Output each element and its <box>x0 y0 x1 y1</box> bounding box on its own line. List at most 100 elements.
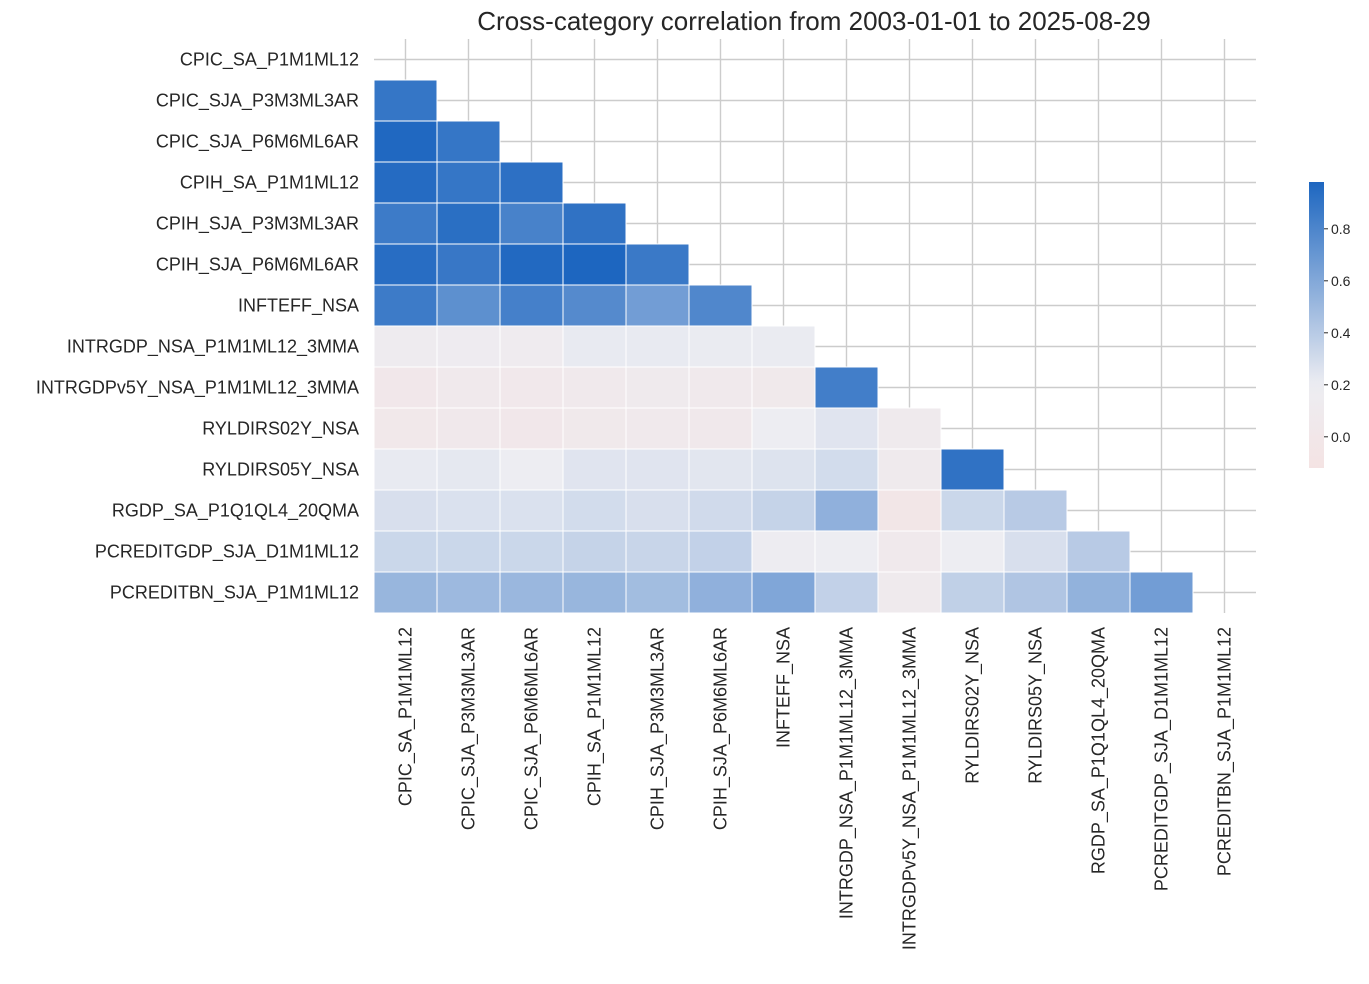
heatmap-cell <box>1003 489 1068 532</box>
heatmap-cell <box>1003 530 1068 573</box>
heatmap-cell <box>688 407 753 450</box>
heatmap-cell <box>373 448 438 491</box>
heatmap-cell <box>499 243 564 286</box>
heatmap-cell <box>373 284 438 327</box>
heatmap-cell <box>940 448 1005 491</box>
heatmap-cell <box>562 325 627 368</box>
heatmap-cell <box>877 530 942 573</box>
heatmap-cell <box>688 325 753 368</box>
heatmap-cell <box>373 161 438 204</box>
heatmap-cell <box>751 366 816 409</box>
heatmap-cell <box>373 366 438 409</box>
y-tick-label: CPIC_SJA_P3M3ML3AR <box>156 91 359 112</box>
colorbar-tick-label: 0.8 <box>1331 221 1351 237</box>
y-tick-label: PCREDITBN_SJA_P1M1ML12 <box>110 583 359 604</box>
x-tick-label: CPIH_SA_P1M1ML12 <box>585 627 606 806</box>
y-tick-label: CPIH_SJA_P6M6ML6AR <box>156 255 359 276</box>
heatmap-cell <box>751 448 816 491</box>
heatmap-cell <box>877 489 942 532</box>
heatmap-cell <box>625 243 690 286</box>
heatmap-cell <box>625 489 690 532</box>
chart-title: Cross-category correlation from 2003-01-… <box>477 6 1150 36</box>
heatmap-cell <box>562 284 627 327</box>
heatmap-cell <box>436 202 501 245</box>
heatmap-cell <box>814 571 879 614</box>
heatmap-cell <box>940 571 1005 614</box>
heatmap-cell <box>751 571 816 614</box>
heatmap-cell <box>688 571 753 614</box>
colorbar-tick-label: 0.6 <box>1331 273 1351 289</box>
heatmap-cell <box>940 530 1005 573</box>
heatmap-cell <box>751 325 816 368</box>
heatmap-cell <box>688 366 753 409</box>
heatmap-cell <box>688 489 753 532</box>
heatmap-cell <box>877 571 942 614</box>
heatmap-cell <box>436 325 501 368</box>
heatmap-cell <box>499 530 564 573</box>
colorbar-tick-label: 0.2 <box>1331 377 1351 393</box>
heatmap-cell <box>373 243 438 286</box>
heatmap-cell <box>1129 571 1194 614</box>
y-tick-label: RYLDIRS02Y_NSA <box>202 419 359 440</box>
heatmap-cell <box>1003 571 1068 614</box>
heatmap-cell <box>373 530 438 573</box>
heatmap-cell <box>877 407 942 450</box>
heatmap-cell <box>499 325 564 368</box>
heatmap-cell <box>499 202 564 245</box>
colorbar-gradient <box>1309 182 1324 468</box>
heatmap-cell <box>562 571 627 614</box>
x-tick-label: CPIH_SJA_P6M6ML6AR <box>711 627 732 830</box>
heatmap-cell <box>814 448 879 491</box>
x-tick-label: PCREDITBN_SJA_P1M1ML12 <box>1215 627 1236 876</box>
heatmap-cell <box>373 325 438 368</box>
y-tick-label: INFTEFF_NSA <box>238 296 359 317</box>
y-tick-label: CPIH_SA_P1M1ML12 <box>180 173 359 194</box>
heatmap-cell <box>877 448 942 491</box>
heatmap-cell <box>499 284 564 327</box>
colorbar-tick-label: 0.0 <box>1331 429 1351 445</box>
y-tick-label: RGDP_SA_P1Q1QL4_20QMA <box>112 501 359 522</box>
heatmap-cell <box>436 448 501 491</box>
heatmap-cell <box>562 530 627 573</box>
x-tick-label: RYLDIRS05Y_NSA <box>1026 627 1047 784</box>
heatmap-cell <box>373 489 438 532</box>
x-tick-label: CPIC_SJA_P3M3ML3AR <box>459 627 480 830</box>
heatmap-cell <box>436 489 501 532</box>
x-axis-tick-labels: CPIC_SA_P1M1ML12 CPIC_SJA_P3M3ML3AR CPIC_S… <box>396 627 1236 950</box>
heatmap-cell <box>562 407 627 450</box>
heatmap-cell <box>751 530 816 573</box>
heatmap-cell <box>499 407 564 450</box>
heatmap-cell <box>625 571 690 614</box>
heatmap-cell <box>814 530 879 573</box>
heatmap-cell <box>562 202 627 245</box>
heatmap-cell <box>499 161 564 204</box>
heatmap-cell <box>373 202 438 245</box>
heatmap-cell <box>562 448 627 491</box>
heatmap-cell <box>499 489 564 532</box>
x-tick-label: INFTEFF_NSA <box>774 627 795 748</box>
x-tick-label: PCREDITGDP_SJA_D1M1ML12 <box>1152 627 1173 891</box>
x-tick-label: CPIH_SJA_P3M3ML3AR <box>648 627 669 830</box>
y-tick-label: CPIC_SA_P1M1ML12 <box>180 50 359 71</box>
y-tick-label: INTRGDP_NSA_P1M1ML12_3MMA <box>67 337 359 358</box>
x-tick-label: CPIC_SA_P1M1ML12 <box>396 627 417 806</box>
y-tick-label: RYLDIRS05Y_NSA <box>202 460 359 481</box>
heatmap-cell <box>751 407 816 450</box>
heatmap-cell <box>436 120 501 163</box>
heatmap-cell <box>562 243 627 286</box>
y-tick-label: CPIC_SJA_P6M6ML6AR <box>156 132 359 153</box>
heatmap-cells <box>373 79 1194 614</box>
heatmap-cell <box>436 161 501 204</box>
heatmap-cell <box>688 530 753 573</box>
x-tick-label: INTRGDP_NSA_P1M1ML12_3MMA <box>837 627 858 919</box>
heatmap-cell <box>625 366 690 409</box>
y-tick-label: CPIH_SJA_P3M3ML3AR <box>156 214 359 235</box>
heatmap-cell <box>688 284 753 327</box>
heatmap-cell <box>814 489 879 532</box>
heatmap-cell <box>436 366 501 409</box>
heatmap-cell <box>373 571 438 614</box>
heatmap-cell <box>499 448 564 491</box>
heatmap-cell <box>373 79 438 122</box>
heatmap-cell <box>562 366 627 409</box>
